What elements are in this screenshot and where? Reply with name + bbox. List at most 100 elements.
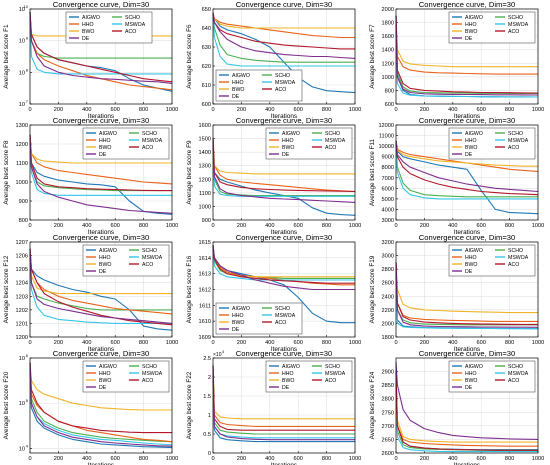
y-tick-label: 2700 xyxy=(382,424,394,430)
y-scale-factor: ×10 xyxy=(213,352,222,358)
legend-box xyxy=(82,360,170,393)
y-tick-label: 1200 xyxy=(16,335,28,341)
y-tick-label: 1613 xyxy=(199,272,211,278)
x-tick-label: 800 xyxy=(322,107,331,113)
legend-label-aco: ACO xyxy=(142,145,153,151)
legend-label-de: DE xyxy=(465,385,473,391)
legend-label-mswoa: MSWOA xyxy=(508,371,529,377)
legend-label-aco: ACO xyxy=(325,378,336,384)
x-tick-label: 200 xyxy=(54,456,63,462)
legend-label-aigwo: AIGWO xyxy=(232,306,250,312)
y-tick-label: 1600 xyxy=(199,123,211,129)
series-line-aco xyxy=(29,362,172,434)
series-line-mswoa xyxy=(29,248,172,324)
series-line-aigwo xyxy=(212,365,355,443)
x-tick-label: 0 xyxy=(211,223,214,229)
series-line-mswoa xyxy=(395,15,539,98)
y-tick-label: 9000 xyxy=(382,155,394,161)
series-lines xyxy=(212,138,356,216)
legend-label-hho: HHO xyxy=(99,138,111,144)
legend-label-aco: ACO xyxy=(508,145,519,151)
series-line-aco xyxy=(212,365,355,431)
x-axis-label: Iterations xyxy=(271,346,297,353)
y-tick-label: 650 xyxy=(202,7,211,13)
y-tick-label: 3200 xyxy=(382,240,394,246)
x-tick-label: 600 xyxy=(477,456,486,462)
x-axis-label: Iterations xyxy=(454,346,480,353)
x-tick-label: 200 xyxy=(237,223,246,229)
x-tick-label: 400 xyxy=(448,340,457,346)
series-line-de xyxy=(29,134,173,214)
legend-label-mswoa: MSWOA xyxy=(142,255,163,261)
legend-box xyxy=(65,11,153,44)
series-line-de xyxy=(212,365,355,441)
series-line-aigwo xyxy=(395,140,539,215)
series-line-bwo xyxy=(395,15,538,68)
x-tick-label: 400 xyxy=(82,340,91,346)
y-axis-label: Average best score F12 xyxy=(3,255,10,323)
legend-label-scho: SCHO xyxy=(275,306,290,312)
subplot-4: Convergence curve, Dim=30 0 200 400 600 800 10… xyxy=(3,116,178,236)
series-line-hho xyxy=(395,15,538,75)
y-tick-label: 1000 xyxy=(199,204,211,210)
y-tick-label: 1000 xyxy=(382,75,394,81)
x-axis-label: Iterations xyxy=(271,462,297,465)
x-axis-label: Iterations xyxy=(88,346,114,353)
series-line-aigwo xyxy=(212,12,356,94)
y-tick-label: 610 xyxy=(202,83,211,89)
x-tick-label: 200 xyxy=(420,107,429,113)
legend-label-aco: ACO xyxy=(508,262,519,268)
legend-label-scho: SCHO xyxy=(508,131,523,137)
y-tick-label: 2 xyxy=(208,375,211,381)
legend-label-bwo: BWO xyxy=(465,145,477,151)
subplot-6: Convergence curve, Dim=30 0 200 400 600 800 10… xyxy=(369,116,544,236)
x-tick-label: 200 xyxy=(237,107,246,113)
y-tick-label: 10 xyxy=(19,446,25,452)
legend: AIGWO SCHO HHO MSWOA BWO ACO DE xyxy=(82,244,170,277)
legend-label-mswoa: MSWOA xyxy=(508,22,529,28)
x-tick-label: 800 xyxy=(139,223,148,229)
x-tick-label: 1000 xyxy=(532,456,544,462)
series-line-de xyxy=(29,362,173,447)
legend-label-de: DE xyxy=(465,36,473,42)
series-line-scho xyxy=(212,138,355,197)
subplot-title: Convergence curve, Dim=30 xyxy=(53,349,149,358)
y-axis-label: Average best score F6 xyxy=(186,24,193,89)
legend: AIGWO SCHO HHO MSWOA BWO ACO DE xyxy=(215,302,303,335)
legend-label-scho: SCHO xyxy=(142,131,157,137)
x-tick-label: 400 xyxy=(82,223,91,229)
y-tick-label: 1615 xyxy=(199,240,211,246)
legend-label-hho: HHO xyxy=(465,255,477,261)
legend-label-hho: HHO xyxy=(99,255,111,261)
x-tick-label: 600 xyxy=(294,340,303,346)
series-line-bwo xyxy=(395,140,538,167)
y-tick-label: 1800 xyxy=(382,335,394,341)
y-tick-label: 1 xyxy=(208,413,211,419)
legend-label-mswoa: MSWOA xyxy=(325,371,346,377)
legend-label-aco: ACO xyxy=(142,378,153,384)
y-tick-label: 630 xyxy=(202,45,211,51)
axes-frame xyxy=(395,241,539,338)
legend-box xyxy=(448,127,536,160)
series-line-hho xyxy=(29,362,173,443)
y-tick-label: 620 xyxy=(202,64,211,70)
y-tick-label: 1200 xyxy=(199,177,211,183)
subplot-title: Convergence curve, Dim=30 xyxy=(236,233,332,242)
legend-label-de: DE xyxy=(465,269,473,275)
legend-label-scho: SCHO xyxy=(508,15,523,21)
legend: AIGWO SCHO HHO MSWOA BWO ACO DE xyxy=(265,360,353,393)
y-tick-label: 1206 xyxy=(16,254,28,260)
series-lines xyxy=(212,365,355,443)
y-tick-label: 1200 xyxy=(382,61,394,67)
y-tick-label: 2750 xyxy=(382,410,394,416)
series-lines xyxy=(29,134,173,215)
x-tick-label: 600 xyxy=(111,340,120,346)
y-axis-label: Average best score F11 xyxy=(369,138,376,206)
series-line-hho xyxy=(212,138,356,193)
axes-frame xyxy=(212,124,356,221)
y-tick-label: 1200 xyxy=(16,142,28,148)
y-axis-label: Average best score F1 xyxy=(3,24,10,89)
legend-label-bwo: BWO xyxy=(465,262,477,268)
series-line-scho xyxy=(29,362,173,443)
y-tick-label: 1202 xyxy=(16,308,28,314)
